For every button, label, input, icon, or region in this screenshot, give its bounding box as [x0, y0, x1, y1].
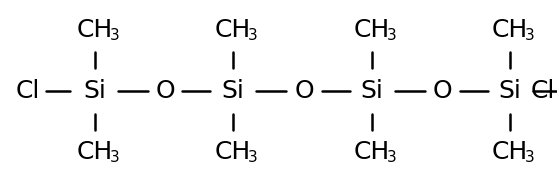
Text: 3: 3	[248, 151, 258, 165]
Text: CH: CH	[354, 140, 390, 164]
Text: 3: 3	[248, 29, 258, 43]
Text: CH: CH	[215, 140, 251, 164]
Text: 3: 3	[110, 29, 120, 43]
Text: Cl: Cl	[16, 79, 40, 103]
Text: Si: Si	[360, 79, 383, 103]
Text: Cl: Cl	[531, 79, 555, 103]
Text: 3: 3	[525, 29, 535, 43]
Text: CH: CH	[354, 18, 390, 42]
Text: Si: Si	[499, 79, 521, 103]
Text: O: O	[294, 79, 314, 103]
Text: 3: 3	[110, 151, 120, 165]
Text: CH: CH	[77, 18, 113, 42]
Text: O: O	[155, 79, 175, 103]
Text: 3: 3	[525, 151, 535, 165]
Text: Si: Si	[222, 79, 245, 103]
Text: 3: 3	[387, 151, 397, 165]
Text: CH: CH	[492, 18, 528, 42]
Text: 3: 3	[387, 29, 397, 43]
Text: CH: CH	[492, 140, 528, 164]
Text: Si: Si	[84, 79, 106, 103]
Text: CH: CH	[77, 140, 113, 164]
Text: O: O	[432, 79, 452, 103]
Text: CH: CH	[215, 18, 251, 42]
